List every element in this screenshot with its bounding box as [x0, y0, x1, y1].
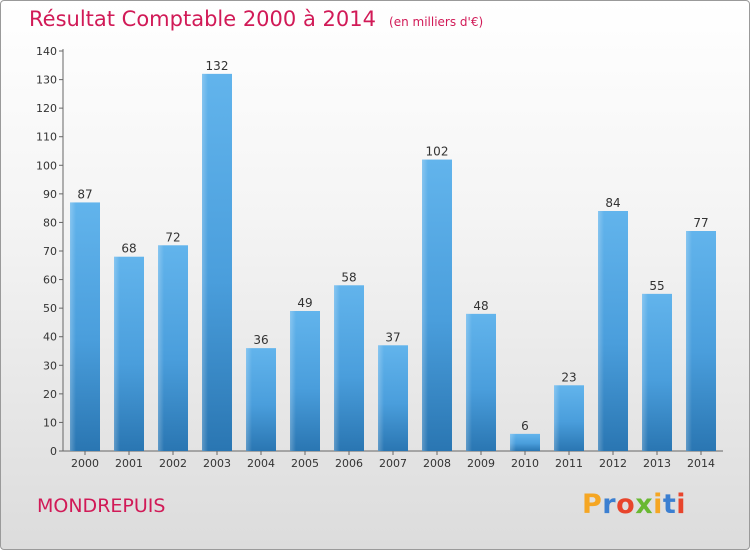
- bar-highlight-2006: [334, 285, 340, 451]
- y-tick-label: 70: [43, 245, 57, 258]
- data-label-2000: 87: [77, 187, 92, 201]
- y-tick-label: 120: [36, 102, 57, 115]
- y-tick-label: 40: [43, 331, 57, 344]
- chart-title: Résultat Comptable 2000 à 2014 (en milli…: [29, 7, 483, 31]
- data-label-2007: 37: [385, 330, 400, 344]
- bar-highlight-2013: [642, 293, 648, 451]
- bar-highlight-2009: [466, 313, 472, 451]
- x-tick-label-2004: 2004: [247, 457, 275, 470]
- y-tick-label: 140: [36, 45, 57, 58]
- data-label-2011: 23: [561, 370, 576, 384]
- x-tick-label-2003: 2003: [203, 457, 231, 470]
- y-tick-label: 60: [43, 274, 57, 287]
- data-label-2014: 77: [693, 216, 708, 230]
- bar-highlight-2014: [686, 231, 692, 451]
- x-tick-label-2014: 2014: [687, 457, 715, 470]
- data-label-2005: 49: [297, 296, 312, 310]
- bar-highlight-2004: [246, 348, 252, 451]
- data-label-2013: 55: [649, 279, 664, 293]
- chart-subtitle: (en milliers d'€): [389, 15, 484, 29]
- data-label-2008: 102: [426, 145, 449, 159]
- x-tick-label-2000: 2000: [71, 457, 99, 470]
- data-label-2002: 72: [165, 230, 180, 244]
- x-tick-label-2012: 2012: [599, 457, 627, 470]
- logo-letter: r: [602, 489, 617, 520]
- bar-highlight-2007: [378, 345, 384, 451]
- y-tick-label: 20: [43, 388, 57, 401]
- y-tick-label: 0: [50, 445, 57, 458]
- data-label-2001: 68: [121, 242, 136, 256]
- data-label-2003: 132: [206, 59, 229, 73]
- data-label-2012: 84: [605, 196, 620, 210]
- commune-name: MONDREPUIS: [37, 495, 166, 517]
- bar-highlight-2005: [290, 311, 296, 451]
- x-tick-label-2010: 2010: [511, 457, 539, 470]
- x-tick-label-2007: 2007: [379, 457, 407, 470]
- y-tick-label: 110: [36, 131, 57, 144]
- logo-letter: P: [582, 489, 603, 520]
- y-tick-label: 10: [43, 416, 57, 429]
- y-tick-label: 130: [36, 74, 57, 87]
- logo-letter: i: [653, 489, 663, 520]
- data-label-2004: 36: [253, 333, 268, 347]
- x-tick-label-2011: 2011: [555, 457, 583, 470]
- logo-letter: t: [662, 489, 677, 520]
- x-tick-label-2013: 2013: [643, 457, 671, 470]
- bar-highlight-2008: [422, 159, 428, 452]
- bar-highlight-2002: [158, 245, 164, 451]
- bar-highlight-2011: [554, 385, 560, 451]
- y-tick-label: 30: [43, 359, 57, 372]
- y-tick-label: 50: [43, 302, 57, 315]
- logo-letter: i: [676, 489, 687, 520]
- data-label-2006: 58: [341, 270, 356, 284]
- y-tick-label: 90: [43, 188, 57, 201]
- proxiti-logo: Proxiti: [582, 489, 686, 520]
- y-tick-label: 100: [36, 159, 57, 172]
- bar-highlight-2001: [114, 256, 120, 451]
- logo-letter: o: [616, 489, 636, 520]
- y-tick-label: 80: [43, 216, 57, 229]
- bar-highlight-2003: [202, 73, 208, 451]
- x-tick-label-2005: 2005: [291, 457, 319, 470]
- data-label-2009: 48: [473, 299, 488, 313]
- bar-highlight-2010: [510, 433, 516, 451]
- bar-highlight-2000: [70, 202, 76, 451]
- bar-2010: [510, 433, 540, 451]
- x-tick-label-2002: 2002: [159, 457, 187, 470]
- chart-title-text: Résultat Comptable 2000 à 2014: [29, 7, 376, 31]
- bar-highlight-2012: [598, 211, 604, 451]
- x-tick-label-2009: 2009: [467, 457, 495, 470]
- x-tick-label-2008: 2008: [423, 457, 451, 470]
- x-tick-label-2006: 2006: [335, 457, 363, 470]
- x-tick-label-2001: 2001: [115, 457, 143, 470]
- data-label-2010: 6: [521, 419, 529, 433]
- logo-letter: x: [635, 489, 654, 520]
